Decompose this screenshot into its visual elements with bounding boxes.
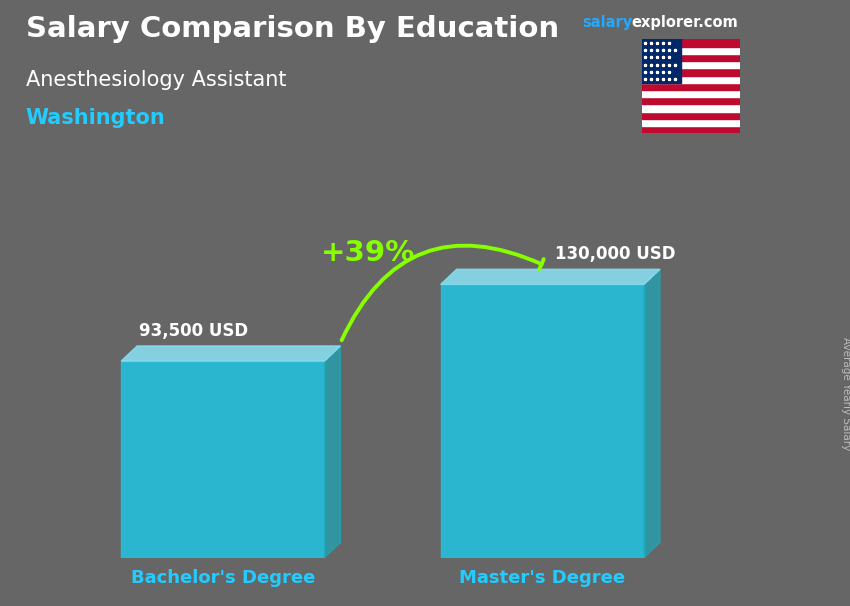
Bar bbox=[642, 83, 740, 90]
Bar bbox=[642, 68, 740, 76]
Text: 130,000 USD: 130,000 USD bbox=[555, 245, 675, 263]
Polygon shape bbox=[122, 346, 341, 361]
Text: Salary Comparison By Education: Salary Comparison By Education bbox=[26, 15, 558, 43]
Bar bbox=[642, 119, 740, 126]
Polygon shape bbox=[440, 269, 660, 284]
Polygon shape bbox=[644, 269, 660, 558]
Bar bbox=[642, 76, 740, 83]
Bar bbox=[642, 97, 740, 104]
Bar bbox=[642, 54, 740, 61]
Text: 93,500 USD: 93,500 USD bbox=[139, 322, 248, 340]
Polygon shape bbox=[122, 361, 325, 558]
Bar bbox=[642, 126, 740, 133]
Text: +39%: +39% bbox=[320, 239, 416, 267]
Text: Average Yearly Salary: Average Yearly Salary bbox=[841, 338, 850, 450]
Bar bbox=[642, 47, 740, 54]
Bar bbox=[642, 90, 740, 97]
Polygon shape bbox=[440, 284, 644, 558]
Bar bbox=[642, 112, 740, 119]
Bar bbox=[642, 104, 740, 112]
Polygon shape bbox=[325, 346, 341, 558]
Bar bbox=[642, 39, 740, 47]
Text: Washington: Washington bbox=[26, 108, 165, 128]
Text: salary: salary bbox=[582, 15, 632, 30]
Bar bbox=[642, 39, 681, 83]
Bar bbox=[642, 61, 740, 68]
Text: explorer.com: explorer.com bbox=[632, 15, 739, 30]
Text: Anesthesiology Assistant: Anesthesiology Assistant bbox=[26, 70, 286, 90]
